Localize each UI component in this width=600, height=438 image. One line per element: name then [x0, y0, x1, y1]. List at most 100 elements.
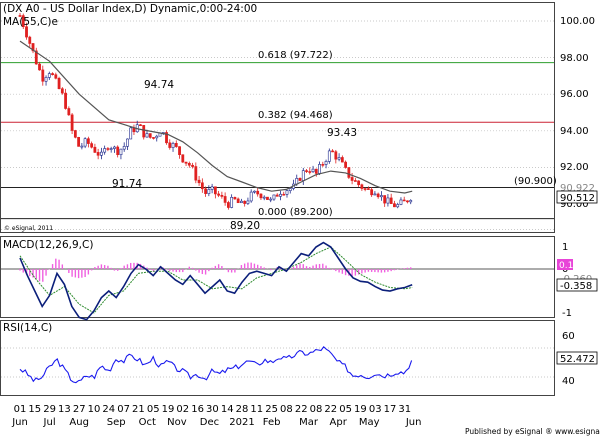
- last-price-box: [556, 190, 598, 204]
- macd-lines: [19, 241, 413, 321]
- candle-body: [60, 88, 64, 94]
- candle-body: [194, 166, 198, 181]
- candle-body: [386, 197, 390, 204]
- x-day-label: 24: [102, 404, 115, 415]
- candle-body: [350, 177, 354, 181]
- x-month-label: Sep: [107, 417, 126, 428]
- candle-body: [406, 200, 409, 203]
- macd-tick-1: 1: [562, 242, 568, 253]
- candle-body: [340, 157, 344, 163]
- candle-body: [113, 146, 116, 149]
- candle-body: [168, 142, 172, 148]
- candle-body: [109, 148, 113, 150]
- last-price-value: 90.512: [560, 193, 595, 204]
- candle-body: [83, 138, 87, 147]
- candle-body: [207, 189, 211, 194]
- macd-tick-minus1: -1: [562, 308, 572, 319]
- candle-body: [119, 148, 123, 156]
- candle-body: [285, 190, 289, 195]
- x-day-label: 16: [191, 404, 204, 415]
- ma-55-line: [19, 40, 413, 194]
- rsi-legend: RSI(14,C): [3, 322, 52, 334]
- x-day-label: 15: [28, 404, 41, 415]
- candle-body: [305, 170, 308, 172]
- x-day-label: 08: [310, 404, 323, 415]
- candle-body: [311, 168, 315, 172]
- candle-body: [240, 200, 243, 204]
- candle-body: [31, 43, 35, 52]
- candle-body: [230, 197, 234, 208]
- candle-body: [165, 132, 168, 144]
- candle-body: [275, 194, 279, 197]
- candle-body: [399, 199, 403, 205]
- candle-body: [116, 146, 120, 156]
- candle-body: [272, 194, 276, 200]
- x-month-label: May: [359, 417, 380, 428]
- x-month-label: Dec: [200, 417, 219, 428]
- candle-body: [21, 15, 25, 28]
- candle-body: [236, 198, 240, 204]
- candle-body: [249, 191, 253, 202]
- moving-average: [19, 40, 413, 194]
- candle-body: [197, 179, 201, 184]
- price-tick-92: 92.00: [560, 162, 589, 173]
- candle-body: [314, 168, 318, 174]
- candle-body: [376, 193, 380, 198]
- candle-body: [223, 196, 227, 203]
- candle-body: [262, 196, 266, 199]
- candle-body: [383, 195, 387, 204]
- candle-body: [396, 204, 400, 208]
- candle-body: [220, 194, 224, 197]
- candle-body: [324, 161, 328, 165]
- x-day-label: 13: [58, 404, 71, 415]
- x-day-label: 22: [324, 404, 337, 415]
- candle-body: [246, 200, 250, 204]
- x-day-label: 11: [250, 404, 263, 415]
- candle-body: [187, 162, 191, 166]
- x-month-label: Jul: [43, 417, 56, 428]
- candlesticks: [18, 12, 413, 210]
- candle-body: [402, 199, 406, 202]
- x-month-label: Feb: [263, 417, 281, 428]
- candle-body: [344, 161, 348, 168]
- candle-body: [155, 135, 159, 139]
- candle-body: [90, 143, 94, 148]
- price-tick-100: 100.00: [560, 16, 595, 27]
- candle-body: [145, 133, 149, 138]
- candle-body: [200, 182, 204, 190]
- x-month-label: Jun: [11, 417, 28, 428]
- fib-618-label: 0.618 (97.722): [258, 50, 333, 61]
- candle-body: [301, 170, 305, 181]
- price-tick-94: 94.00: [560, 126, 589, 137]
- macd-panel-frame: [0, 236, 555, 318]
- candle-body: [226, 202, 230, 208]
- candle-body: [321, 164, 325, 166]
- candle-body: [171, 143, 175, 148]
- candle-body: [337, 157, 341, 160]
- copyright-note: © eSignal, 2011: [4, 225, 53, 232]
- candle-body: [334, 151, 338, 160]
- candle-body: [393, 203, 396, 208]
- candle-body: [18, 15, 22, 17]
- candle-body: [86, 138, 90, 144]
- x-day-label: 27: [73, 404, 86, 415]
- annotation-94-74: 94.74: [144, 79, 174, 91]
- candle-body: [25, 26, 28, 38]
- price-tick-96: 96.00: [560, 89, 589, 100]
- last-price-hidden: 90.922: [560, 183, 595, 194]
- x-day-label: 02: [176, 404, 189, 415]
- candle-body: [389, 197, 393, 204]
- x-day-label: 30: [206, 404, 219, 415]
- candle-body: [152, 137, 155, 139]
- x-day-label: 10: [88, 404, 101, 415]
- x-day-label: 19: [354, 404, 367, 415]
- rsi-panel-frame: [0, 320, 555, 396]
- x-month-label: Aug: [69, 417, 89, 428]
- macd-legend: MACD(12,26,9,C): [3, 239, 93, 251]
- x-day-label: 25: [265, 404, 278, 415]
- candle-body: [129, 127, 133, 140]
- candle-body: [353, 180, 357, 182]
- x-day-label: 21: [132, 404, 145, 415]
- candle-body: [243, 200, 247, 204]
- candle-body: [360, 184, 364, 189]
